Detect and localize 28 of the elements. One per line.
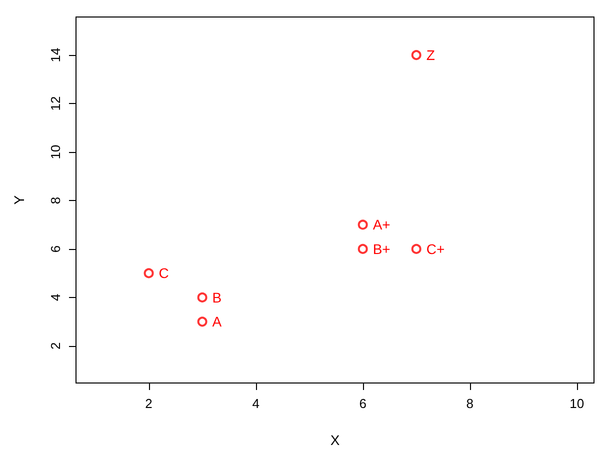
annotation: B+ (372, 240, 390, 257)
y-tick-label: 14 (48, 48, 63, 62)
y-tick-label: 2 (48, 342, 63, 350)
annotation: A+ (372, 216, 390, 233)
annotation: B (212, 289, 222, 306)
x-axis-title: X (330, 432, 340, 448)
point (411, 244, 422, 254)
annotation: C+ (426, 240, 445, 257)
x-tick-label: 2 (145, 396, 152, 411)
annotation: A (212, 314, 222, 330)
point (358, 220, 368, 230)
point (411, 50, 422, 60)
point (197, 292, 208, 302)
x-tick-label: 8 (466, 396, 474, 411)
x-tick-label: 10 (570, 396, 584, 411)
point (358, 244, 368, 254)
annotation: C (158, 265, 169, 282)
x-tick-label: 4 (252, 396, 260, 411)
y-tick-label: 8 (48, 196, 63, 204)
point (197, 316, 208, 327)
y-tick-label: 4 (48, 294, 63, 302)
x-tick-label: 6 (359, 396, 366, 411)
y-tick-label: 10 (48, 144, 63, 160)
y-tick-label: 12 (48, 96, 63, 111)
y-tick-label: 6 (48, 245, 63, 253)
point (144, 268, 154, 278)
annotation: Z (426, 47, 436, 64)
y-axis-title: Y (11, 194, 27, 205)
